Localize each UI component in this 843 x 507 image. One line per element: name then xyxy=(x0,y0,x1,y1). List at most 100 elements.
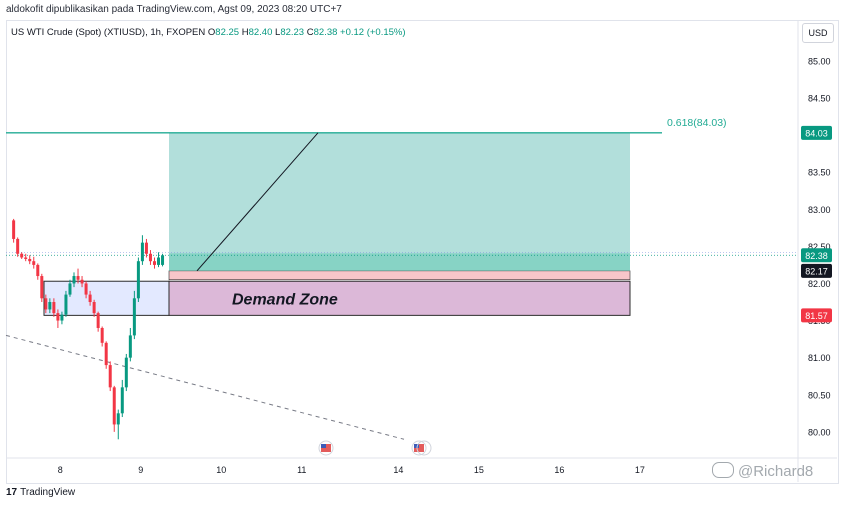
y-tick-label: 80.50 xyxy=(808,390,831,400)
candle-body xyxy=(72,276,76,284)
us-flag-canton-icon xyxy=(321,444,326,448)
publisher-line: aldokofit dipublikasikan pada TradingVie… xyxy=(6,4,342,15)
x-tick-label: 15 xyxy=(474,465,484,475)
candles xyxy=(12,218,165,440)
candle-body xyxy=(60,314,64,321)
x-tick-label: 14 xyxy=(393,465,403,475)
zone-demand xyxy=(168,280,631,316)
y-tick-label: 82.50 xyxy=(808,242,831,252)
price-label-box xyxy=(801,248,832,263)
candle-body xyxy=(120,387,124,414)
zone-target xyxy=(169,132,630,271)
price-label-box xyxy=(801,308,832,323)
candle-body xyxy=(12,220,16,239)
candle-body xyxy=(76,276,80,280)
watermark: @Richard8 xyxy=(712,462,813,480)
price-label-box xyxy=(801,263,832,278)
price-label-box xyxy=(801,125,832,140)
brand-name: TradingView xyxy=(20,487,76,498)
candle-body xyxy=(52,302,56,314)
low-value: 82.23 xyxy=(280,27,305,38)
candle-body xyxy=(161,255,165,265)
demand-zone-label: Demand Zone xyxy=(232,291,338,308)
candle-body xyxy=(16,238,20,254)
y-tick-label: 83.50 xyxy=(808,168,831,178)
dashed-trendline xyxy=(5,334,405,440)
candle-body xyxy=(148,253,152,262)
candle-body xyxy=(56,313,60,321)
open-label: O xyxy=(207,27,216,38)
candle-body xyxy=(116,413,120,425)
close-value: 82.38 xyxy=(313,27,338,38)
candle-body xyxy=(36,264,40,277)
price-label-text: 82.38 xyxy=(805,251,828,261)
candle-body xyxy=(157,257,161,265)
zone-stop xyxy=(168,270,631,281)
candle-body xyxy=(48,302,52,310)
candle-body xyxy=(124,357,128,388)
candle-body xyxy=(32,261,36,265)
open-value: 82.25 xyxy=(215,27,240,38)
x-tick-label: 8 xyxy=(58,465,63,475)
candle-body xyxy=(24,257,28,259)
candle-body xyxy=(96,313,100,328)
y-tick-label: 80.00 xyxy=(808,427,831,437)
drawing-lines xyxy=(5,132,798,440)
zone-entry-band xyxy=(169,253,630,271)
symbol-legend: US WTI Crude (Spot) (XTIUSD), 1h, FXOPEN… xyxy=(11,27,406,38)
x-tick-label: 17 xyxy=(635,465,645,475)
candle-body xyxy=(100,327,104,343)
high-label: H xyxy=(241,27,249,38)
us-flag-canton-icon xyxy=(414,444,419,448)
candle-body xyxy=(136,261,140,299)
candle-body xyxy=(112,387,116,425)
zone-blue xyxy=(43,280,170,316)
price-label-text: 82.17 xyxy=(805,266,828,276)
us-flag-second-icon xyxy=(416,440,432,456)
change-value: +0.12 (+0.15%) xyxy=(340,27,406,38)
tradingview-logo[interactable]: 17 TradingView xyxy=(6,487,75,498)
y-tick-label: 85.00 xyxy=(808,56,831,66)
projection-line xyxy=(196,132,319,272)
candle-body xyxy=(144,242,148,254)
candle-body xyxy=(64,294,68,315)
candle-body xyxy=(44,298,48,310)
currency-button[interactable]: USD xyxy=(802,23,834,43)
candle-body xyxy=(40,276,44,299)
high-value: 82.40 xyxy=(248,27,273,38)
candle-body xyxy=(104,342,108,366)
close-label: C xyxy=(306,27,314,38)
candle-body xyxy=(92,302,96,314)
candle-body xyxy=(20,253,24,258)
x-tick-label: 10 xyxy=(216,465,226,475)
annotations: Demand Zone 0.618(84.03) xyxy=(232,117,727,456)
price-axis: 80.0080.5081.0081.5082.0082.5083.0083.50… xyxy=(801,56,832,437)
candle-body xyxy=(68,283,72,295)
candle-body xyxy=(88,294,92,303)
zones xyxy=(43,132,631,316)
time-axis: 8 9 10 11 14 15 16 17 xyxy=(58,465,645,475)
y-tick-label: 82.00 xyxy=(808,279,831,289)
x-tick-label: 11 xyxy=(297,465,306,475)
y-tick-label: 81.00 xyxy=(808,353,831,363)
candle-body xyxy=(84,283,88,295)
candle-body xyxy=(108,365,112,388)
low-label: L xyxy=(275,27,281,38)
candle-body xyxy=(140,242,144,262)
candle-body xyxy=(152,261,156,265)
grid xyxy=(6,20,837,482)
price-label-text: 81.57 xyxy=(805,311,828,321)
x-tick-label: 16 xyxy=(554,465,564,475)
watermark-text: @Richard8 xyxy=(738,463,814,480)
fib-label: 0.618(84.03) xyxy=(667,117,727,129)
price-label-text: 84.03 xyxy=(805,128,828,138)
symbol-name: US WTI Crude (Spot) (XTIUSD), 1h, FXOPEN xyxy=(11,27,206,38)
x-tick-label: 9 xyxy=(138,465,143,475)
candle-body xyxy=(28,258,32,262)
y-tick-label: 83.00 xyxy=(808,205,831,215)
tradingview-mark-icon: 17 xyxy=(6,487,18,498)
candle-body xyxy=(132,298,136,336)
chat-bubble-icon xyxy=(712,462,734,478)
candle-body xyxy=(80,279,84,284)
